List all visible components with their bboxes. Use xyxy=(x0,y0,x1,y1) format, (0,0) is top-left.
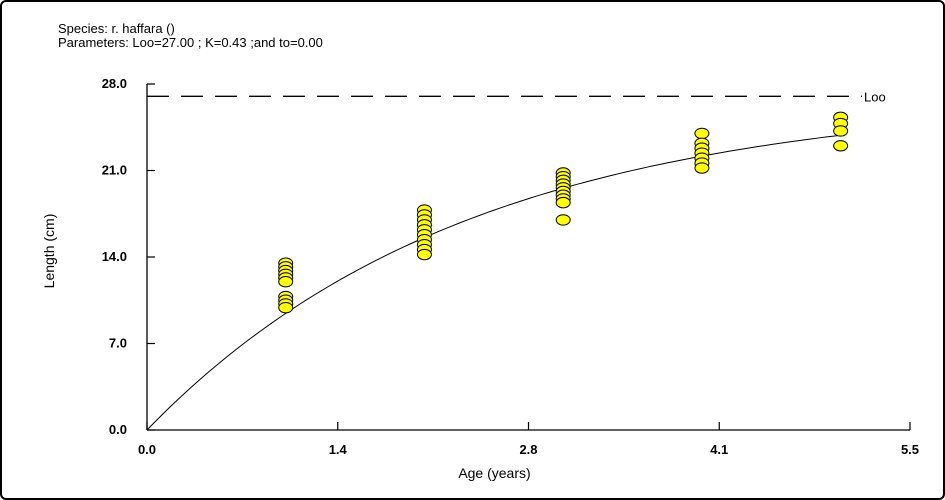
x-tick-label: 1.4 xyxy=(329,442,348,457)
data-point xyxy=(694,127,710,140)
species-label: Species: r. haffara () xyxy=(58,21,175,36)
data-point xyxy=(833,125,849,137)
x-tick-label: 2.8 xyxy=(519,442,537,457)
y-tick-label: 28.0 xyxy=(102,76,127,91)
x-axis-title: Age (years) xyxy=(458,465,530,481)
data-point xyxy=(694,162,710,174)
y-tick-label: 0.0 xyxy=(109,422,127,437)
y-axis-title: Length (cm) xyxy=(41,214,57,289)
asymptote-label: Loo xyxy=(864,89,886,104)
data-point xyxy=(833,140,849,152)
growth-curve-group xyxy=(146,134,841,431)
data-point xyxy=(278,301,294,314)
y-tick-label: 7.0 xyxy=(109,336,127,351)
y-tick-label: 21.0 xyxy=(102,163,127,178)
data-point xyxy=(555,196,571,209)
data-points xyxy=(278,111,849,314)
data-point xyxy=(555,214,571,226)
x-tick-label: 0.0 xyxy=(138,442,156,457)
parameters-label: Parameters: Loo=27.00 ; K=0.43 ;and to=0… xyxy=(58,35,323,50)
data-point xyxy=(416,248,432,261)
x-tick-label: 4.1 xyxy=(710,442,728,457)
data-point xyxy=(278,276,294,288)
axis-labels: Age (years) Length (cm) xyxy=(41,214,531,481)
axes: 0.0 1.4 2.8 4.1 5.5 0.0 7.0 14.0 21.0 28.0 xyxy=(102,76,919,457)
y-tick-label: 14.0 xyxy=(102,249,127,264)
growth-curve xyxy=(146,134,841,431)
asymptote-group: Loo xyxy=(147,89,886,104)
x-tick-label: 5.5 xyxy=(901,442,919,457)
